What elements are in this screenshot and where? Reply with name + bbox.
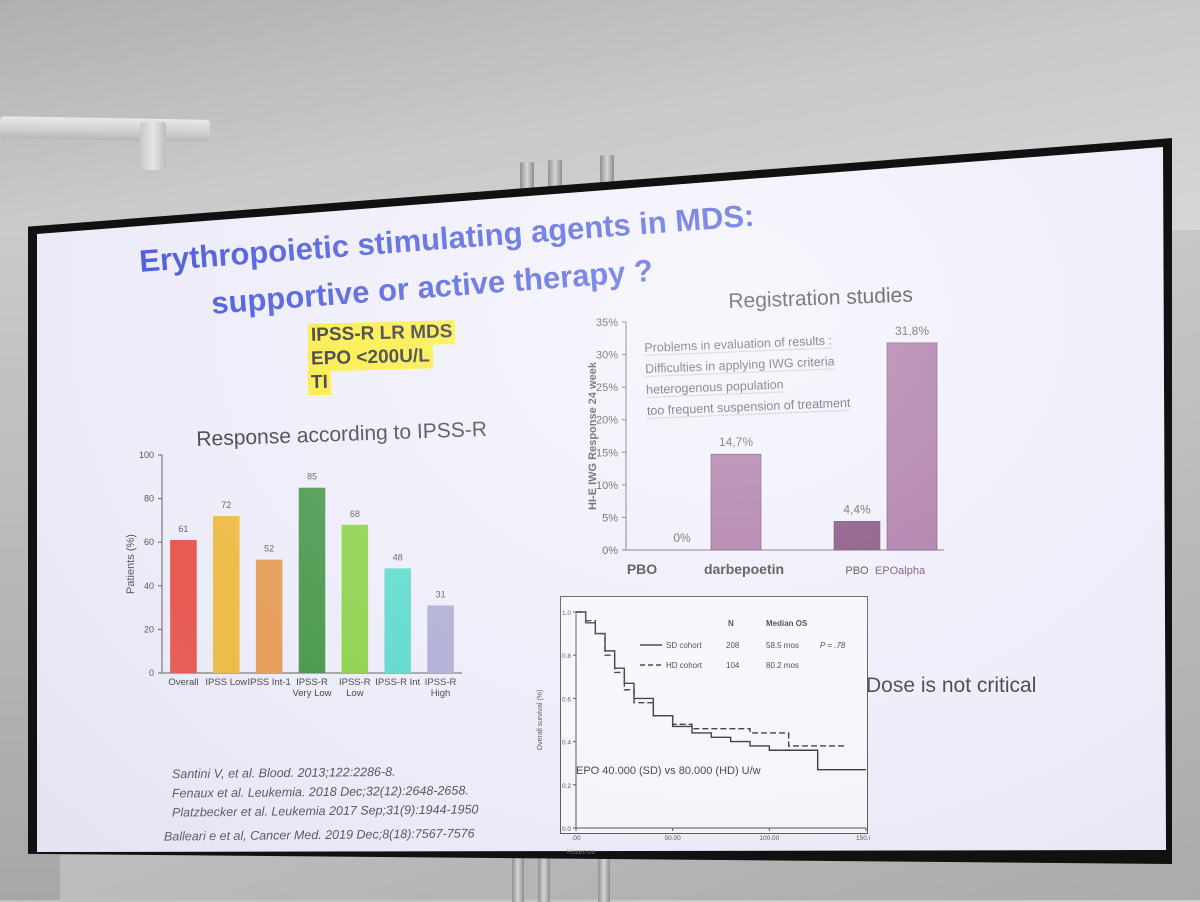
y-tick-label: 0.2 — [562, 783, 571, 790]
y-tick-label: 25% — [596, 382, 618, 394]
pipe-clamp — [140, 122, 166, 170]
ceiling-pipe — [0, 116, 211, 142]
y-tick-label: 1.0 — [562, 610, 571, 617]
y-axis-label: Overall survival (%) — [537, 690, 544, 751]
x-tick-label: 50.00 — [665, 835, 682, 842]
y-tick-label: 40 — [144, 581, 154, 591]
stand-leg — [538, 852, 550, 902]
bar-value-label: 85 — [307, 472, 317, 482]
p-value-label: P = .78 — [820, 641, 846, 650]
bar-value-label: 68 — [350, 509, 360, 519]
y-tick-label: 0.6 — [562, 696, 571, 703]
bar-value-label: 31 — [436, 589, 446, 599]
x-tick-label: IPSS Low — [205, 677, 247, 688]
registration-studies-bar-chart: 0% 5% 10% 15% 20% 25% 30% 35% HI-E IWG Response … — [587, 317, 944, 577]
y-axis-label: Patients (%) — [125, 534, 137, 594]
highlight-criterion: IPSS-R LR MDS — [307, 320, 456, 348]
y-tick-label: 10% — [596, 480, 618, 492]
bar-value-label: 52 — [264, 544, 274, 554]
legend-median: 58.5 mos — [766, 641, 799, 650]
bar-value-label: 72 — [221, 500, 231, 510]
x-tick-label: PBO — [845, 565, 869, 577]
y-tick-label: 20 — [144, 624, 154, 634]
bar — [710, 453, 762, 551]
bar-value-label: 0% — [673, 531, 691, 545]
km-plot-frame — [560, 596, 868, 834]
reference: Santini V, et al. Blood. 2013;122:2286-8… — [171, 764, 396, 782]
km-curve-hd-cohort — [576, 611, 847, 747]
y-tick-label: 80 — [144, 494, 154, 504]
legend-median: 80.2 mos — [766, 661, 799, 670]
x-tick-label: darbepoetin — [704, 561, 784, 577]
x-tick-label: PBO — [627, 561, 657, 577]
tv-brand-logo: Hisense — [567, 849, 596, 856]
x-tick-label: EPOalpha — [875, 565, 926, 577]
y-tick-label: 100 — [139, 450, 154, 460]
bar — [255, 559, 283, 673]
y-axis-label: HI-E IWG Response 24 week — [587, 361, 599, 510]
x-tick-label: IPSS Int-1 — [247, 677, 290, 688]
y-tick-label: 0.4 — [562, 740, 571, 747]
y-tick-label: 15% — [596, 447, 618, 459]
bar — [384, 568, 411, 673]
x-tick-label: Low — [346, 688, 364, 699]
dose-note: Dose is not critical — [866, 674, 1037, 697]
y-tick-label: 35% — [596, 317, 618, 329]
ipss-response-bar-chart: 0 20 40 60 80 100 Patients (%) 61 Overall 72 IPSS … — [125, 450, 462, 699]
x-tick-label: IPSS-R — [339, 677, 371, 688]
bar-value-label: 31,8% — [895, 324, 929, 338]
bar-value-label: 48 — [393, 552, 403, 562]
legend-n: 208 — [726, 641, 740, 650]
x-tick-label: 100.00 — [759, 835, 779, 842]
y-tick-label: 0.8 — [562, 653, 571, 660]
legend-header: N — [728, 619, 734, 628]
bar — [298, 487, 326, 673]
x-tick-label: IPSS-R — [296, 677, 328, 688]
bar — [833, 521, 881, 551]
bar — [427, 605, 454, 673]
bar — [886, 342, 938, 551]
x-tick-label: IPSS-R Int — [375, 677, 420, 688]
y-tick-label: 0 — [149, 668, 154, 678]
x-tick-label: 150.00 — [856, 835, 870, 842]
survival-km-chart: 0.0 0.2 0.4 0.6 0.8 1.0 .00 50.00 100.00 150.00 Ov… — [537, 610, 870, 842]
legend-n: 104 — [726, 661, 740, 670]
y-tick-label: 0% — [602, 545, 618, 557]
legend-series-name: SD cohort — [666, 641, 702, 650]
x-tick-label: Overall — [168, 677, 198, 688]
y-tick-label: 30% — [596, 350, 618, 362]
x-tick-label: .00 — [571, 835, 580, 842]
bar-value-label: 4,4% — [843, 502, 871, 516]
bar — [341, 524, 369, 673]
highlight-criterion: TI — [307, 370, 332, 396]
bar-value-label: 14,7% — [719, 435, 753, 449]
legend-series-name: HD cohort — [666, 661, 703, 670]
bar — [170, 540, 197, 673]
problems-note: Problems in evaluation of results : Diff… — [644, 330, 851, 422]
legend-header: Median OS — [766, 619, 808, 628]
y-tick-label: 5% — [602, 512, 618, 524]
bar-value-label: 61 — [178, 524, 188, 534]
bar — [213, 516, 240, 673]
stand-leg — [598, 852, 610, 902]
y-tick-label: 0.0 — [562, 826, 571, 833]
y-tick-label: 60 — [144, 537, 154, 547]
stand-leg — [512, 852, 524, 902]
km-annotation: EPO 40.000 (SD) vs 80.000 (HD) U/w — [576, 765, 761, 777]
x-tick-label: High — [431, 688, 451, 699]
x-tick-label: Very Low — [292, 688, 331, 699]
highlight-criterion: EPO <200U/L — [307, 344, 434, 372]
y-tick-label: 20% — [596, 415, 618, 427]
x-tick-label: IPSS-R — [425, 677, 457, 688]
